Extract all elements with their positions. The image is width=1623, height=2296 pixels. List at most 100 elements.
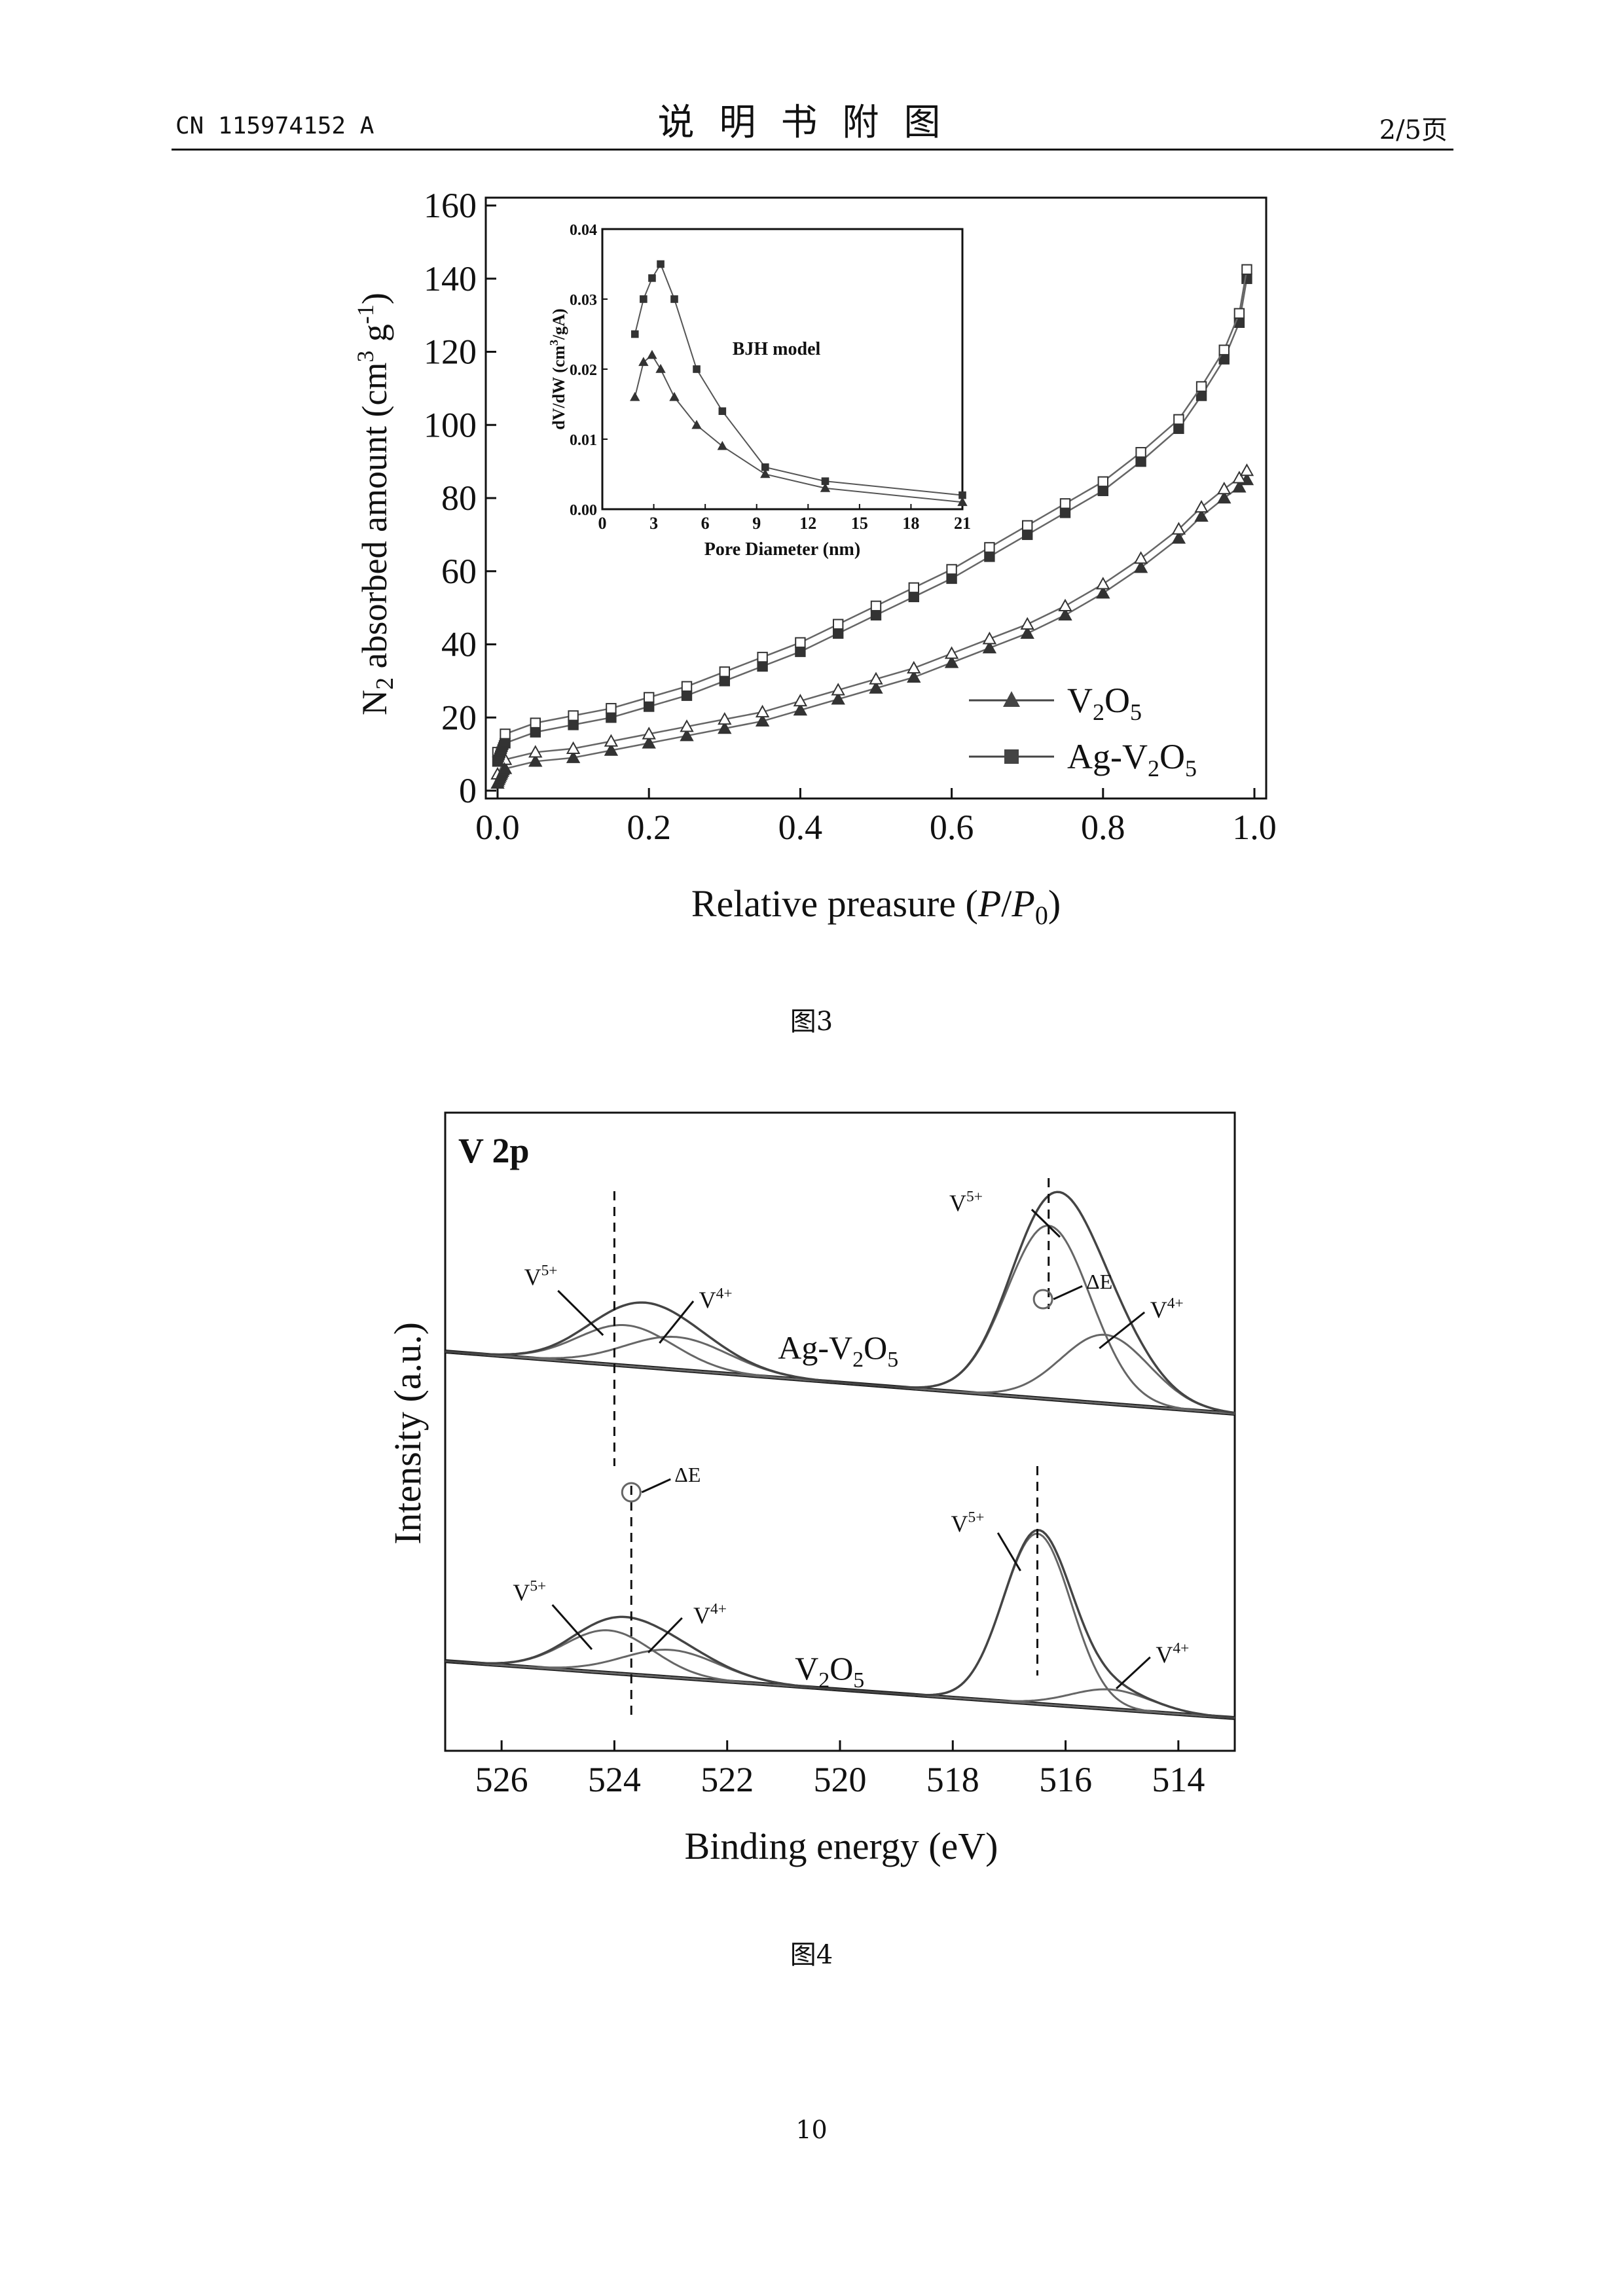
inset-x-tick-label: 9 [752, 514, 761, 533]
inset-point-v2o5 [638, 357, 649, 367]
inset-line-ag-v2o5 [634, 262, 963, 496]
y-axis-ticks: 0 20 40 60 80 100 120 140 160 [424, 186, 496, 810]
v5-label-lower-3-2-base: V [951, 1511, 968, 1537]
data-point-v2o5 [566, 750, 581, 763]
data-point-v2o5 [1194, 509, 1209, 522]
component-peak [445, 1225, 1235, 1415]
data-point-ag-v2o5 [568, 719, 579, 730]
data-point-ag-v2o5 [1022, 520, 1033, 531]
x-tick-label: 0.2 [627, 808, 670, 847]
legend-label-v2o5: V2O5 [1067, 681, 1142, 725]
data-point-v2o5 [528, 754, 543, 767]
x-tick-label: 526 [475, 1760, 528, 1799]
data-point-v2o5 [1020, 617, 1034, 630]
inset-point-v2o5 [669, 391, 680, 401]
delta-e-marker [621, 1482, 642, 1503]
data-point-ag-v2o5 [1059, 507, 1071, 518]
legend-entry-v2o5: V2O5 [969, 681, 1142, 725]
data-point-v2o5 [1217, 481, 1231, 495]
data-point-ag-v2o5 [1097, 485, 1108, 497]
v4-label-lower-3-2-base: V [1156, 1641, 1173, 1668]
inset-point-v2o5 [760, 469, 771, 478]
data-point-ag-v2o5 [946, 573, 957, 584]
data-point-ag-v2o5 [530, 726, 541, 738]
x-tick-label: 516 [1039, 1760, 1092, 1799]
x-tick-label: 0.8 [1081, 808, 1125, 847]
series-line-ag-v2o5 [496, 269, 1248, 753]
data-point-ag-v2o5 [1097, 476, 1108, 488]
data-point-ag-v2o5 [719, 675, 730, 687]
data-point-ag-v2o5 [833, 619, 844, 630]
data-point-v2o5 [1096, 577, 1110, 590]
x-tick-label: 1.0 [1232, 808, 1277, 847]
data-point-v2o5 [793, 694, 808, 707]
data-point-ag-v2o5 [795, 637, 806, 648]
v4-label-lower-1-2-base: V [693, 1602, 710, 1628]
x-tick-label: 0.4 [778, 808, 823, 847]
data-point-v2o5 [718, 711, 732, 725]
data-point-ag-v2o5 [1022, 529, 1033, 541]
inset-y-tick-label: 0.04 [570, 222, 597, 239]
inset-point-ag-v2o5 [821, 477, 830, 485]
series-label-ag-v2o5-p3: O [864, 1329, 887, 1366]
data-point-ag-v2o5 [568, 710, 579, 721]
peak-label-arrow [1030, 1208, 1061, 1238]
data-point-v2o5 [528, 745, 543, 758]
peak-label-arrow [1116, 1656, 1151, 1690]
inset-point-v2o5 [957, 497, 968, 507]
x-tick-label: 0.0 [475, 808, 520, 847]
data-point-ag-v2o5 [1059, 498, 1071, 509]
figure-4-caption: 图4 [790, 1940, 833, 1970]
delta-e-arrow [641, 1478, 671, 1494]
data-point-cluster [500, 738, 509, 748]
data-point-ag-v2o5 [1241, 273, 1252, 284]
data-point-v2o5 [1171, 522, 1186, 535]
data-point-v2o5 [831, 692, 845, 705]
data-point-ag-v2o5 [795, 646, 806, 657]
envelope-curve [445, 1528, 1235, 1719]
y-tick-label: 0 [459, 771, 477, 810]
inset-x-tick-label: 6 [701, 514, 710, 533]
data-point-v2o5 [755, 713, 770, 727]
data-point-ag-v2o5 [606, 712, 617, 723]
series-label-ag-v2o5-p4: 5 [887, 1348, 898, 1372]
series-label-v2o5-p4: 5 [853, 1668, 864, 1693]
peak-label-arrow [647, 1617, 683, 1654]
data-point-ag-v2o5 [606, 703, 617, 714]
data-point-v2o5 [566, 741, 581, 754]
data-point-v2o5 [642, 726, 656, 740]
peak-label-arrow [659, 1300, 695, 1344]
inset-point-v2o5 [630, 391, 640, 401]
v4-label-upper-3-2: V4+ [1150, 1295, 1184, 1323]
data-point-ag-v2o5 [681, 690, 693, 701]
delta-e-label: ΔE [1086, 1270, 1112, 1293]
series-line-v2o5 [496, 479, 1248, 784]
delta-e-label: ΔE [674, 1463, 701, 1486]
data-point-ag-v2o5 [908, 591, 919, 603]
data-point-v2o5 [944, 646, 959, 659]
series-label-ag-v2o5-p1: Ag-V [778, 1329, 852, 1366]
inset-point-v2o5 [717, 440, 728, 450]
data-point-ag-v2o5 [530, 717, 541, 728]
y-tick-label: 20 [441, 698, 477, 737]
inset-point-ag-v2o5 [761, 463, 769, 471]
x-axis-ticks: 526 524 522 520 518 516 514 [475, 1740, 1205, 1799]
data-point-ag-v2o5 [719, 666, 730, 677]
data-point-v2o5 [1171, 531, 1186, 544]
chart-title: V 2p [458, 1131, 530, 1170]
v5-label-lower-3-2: V5+ [951, 1509, 985, 1537]
inset-point-v2o5 [655, 363, 666, 373]
x-tick-label: 518 [926, 1760, 979, 1799]
y-tick-label: 120 [424, 332, 477, 372]
data-point-v2o5 [604, 734, 619, 747]
data-point-ag-v2o5 [870, 609, 882, 620]
data-point-ag-v2o5 [984, 551, 995, 562]
inset-y-tick-label: 0.01 [570, 432, 597, 449]
data-point-v2o5 [1133, 560, 1148, 573]
v5-label-upper-3-2-base: V [949, 1190, 966, 1216]
inset-point-ag-v2o5 [718, 407, 727, 415]
data-point-v2o5 [1020, 626, 1034, 639]
series-label-v2o5-p2: 2 [818, 1668, 830, 1693]
xps-curves [445, 1191, 1235, 1720]
v5-label-upper-3-2: V5+ [949, 1189, 983, 1216]
